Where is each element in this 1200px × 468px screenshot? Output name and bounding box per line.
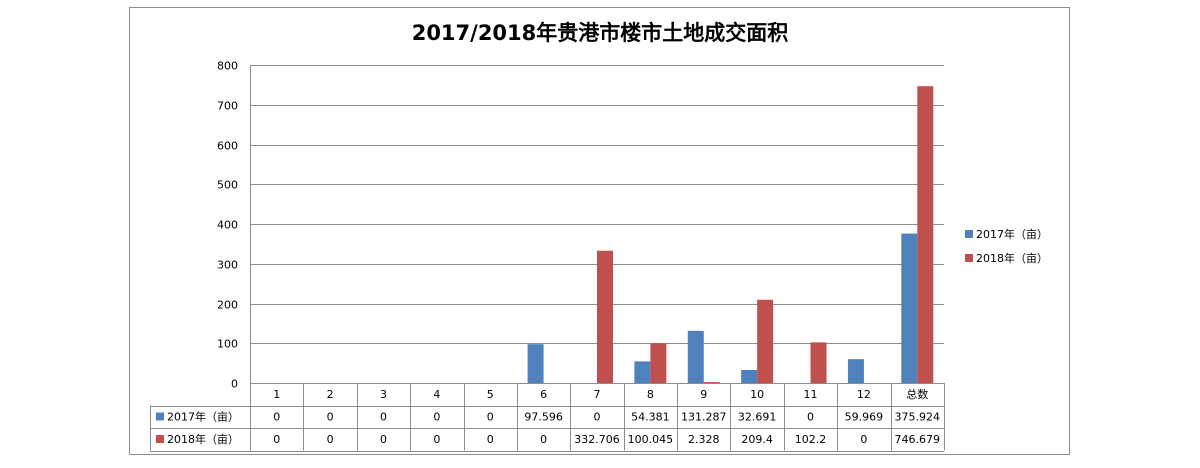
table-series-name: 2018年（亩）	[167, 432, 239, 446]
table-legend-swatch	[156, 412, 164, 421]
y-tick-label: 100	[217, 338, 238, 351]
table-cell-value: 0	[487, 411, 494, 424]
table-cell-value: 0	[860, 433, 867, 446]
table-cell-value: 97.596	[524, 411, 563, 424]
y-tick-label: 600	[217, 140, 238, 153]
y-tick-label: 400	[217, 219, 238, 232]
table-cell-value: 131.287	[681, 411, 727, 424]
x-tick-label: 7	[594, 388, 601, 401]
x-tick-label: 1	[273, 388, 280, 401]
table-cell-value: 54.381	[631, 411, 670, 424]
table-cell-value: 2.328	[688, 433, 720, 446]
table-cell-value: 0	[273, 433, 280, 446]
table-cell-value: 59.969	[845, 411, 884, 424]
x-tick-label: 9	[700, 388, 707, 401]
legend-swatch	[965, 254, 973, 262]
legend-label: 2017年（亩）	[976, 227, 1048, 241]
legend-label: 2018年（亩）	[976, 251, 1048, 265]
bar-s1-10	[741, 370, 758, 383]
table-cell-value: 100.045	[628, 433, 674, 446]
x-tick-label: 总数	[906, 387, 928, 401]
bar-s1-总数	[901, 233, 918, 383]
table-cell-value: 375.924	[895, 411, 941, 424]
legend-swatch	[965, 230, 973, 238]
table-cell-value: 0	[540, 433, 547, 446]
y-tick-label: 700	[217, 100, 238, 113]
table-cell-value: 332.706	[574, 433, 620, 446]
bar-s2-总数	[917, 86, 934, 383]
x-tick-label: 6	[540, 388, 547, 401]
x-tick-label: 10	[750, 388, 764, 401]
table-cell-value: 0	[594, 411, 601, 424]
bar-s1-12	[847, 359, 864, 383]
table-cell-value: 32.691	[738, 411, 777, 424]
x-tick-label: 5	[487, 388, 494, 401]
bar-s2-10	[757, 299, 774, 383]
bar-s2-8	[650, 343, 667, 383]
table-cell-value: 0	[380, 433, 387, 446]
bar-s2-7	[597, 250, 613, 383]
x-tick-label: 12	[857, 388, 871, 401]
bar-s1-9	[687, 330, 704, 383]
table-legend-swatch	[156, 435, 164, 443]
legend: 2017年（亩） 2018年（亩）	[965, 227, 1048, 265]
bar-s1-8	[634, 361, 651, 383]
table-cell-value: 0	[380, 411, 387, 424]
table-cell-value: 0	[433, 411, 440, 424]
table-cell-value: 0	[807, 411, 814, 424]
x-tick-label: 11	[804, 388, 818, 401]
y-tick-label: 300	[217, 259, 238, 272]
y-axis-tick-labels: 0 100 200 300 400 500 600 700 800	[217, 60, 238, 391]
table-cell-value: 0	[487, 433, 494, 446]
y-tick-label: 0	[231, 378, 238, 391]
table-series-name: 2017年（亩）	[167, 410, 239, 424]
x-tick-label: 3	[380, 388, 387, 401]
table-cell-value: 0	[327, 411, 334, 424]
bars	[527, 86, 934, 383]
bar-s1-6	[527, 344, 544, 383]
x-tick-label: 8	[647, 388, 654, 401]
table-cell-value: 0	[273, 411, 280, 424]
chart-title: 2017/2018年贵港市楼市土地成交面积	[412, 21, 789, 45]
table-cell-value: 0	[327, 433, 334, 446]
bar-s2-11	[810, 342, 827, 383]
y-tick-label: 800	[217, 60, 238, 73]
table-cell-value: 0	[433, 433, 440, 446]
x-tick-label: 2	[327, 388, 334, 401]
y-tick-label: 200	[217, 299, 238, 312]
table-cell-value: 102.2	[795, 433, 827, 446]
x-tick-label: 4	[433, 388, 440, 401]
bar-s2-9	[703, 382, 720, 383]
table-cell-value: 746.679	[895, 433, 941, 446]
table-cell-value: 209.4	[741, 433, 773, 446]
y-tick-label: 500	[217, 179, 238, 192]
